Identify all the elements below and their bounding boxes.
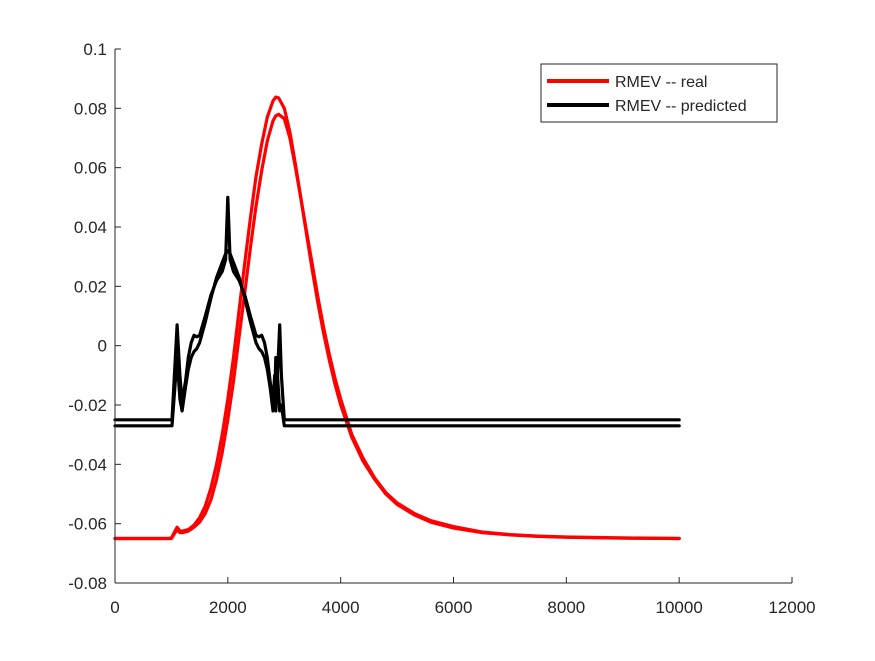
y-tick-label: 0: [98, 337, 107, 356]
y-tick-label: 0.1: [83, 40, 107, 59]
y-tick-label: -0.06: [68, 515, 107, 534]
x-tick-label: 10000: [656, 598, 703, 617]
x-tick-label: 6000: [435, 598, 473, 617]
series-layer: [113, 95, 681, 541]
legend-box: [540, 63, 778, 123]
x-tick-label: 0: [110, 598, 119, 617]
y-tick-label: 0.02: [74, 277, 107, 296]
x-tick-label: 2000: [209, 598, 247, 617]
legend: RMEV -- real RMEV -- predicted: [540, 63, 778, 123]
series-line-2: [113, 112, 681, 541]
y-tick-label: -0.02: [68, 396, 107, 415]
plot-area: [115, 49, 792, 583]
y-tick-label: -0.04: [68, 455, 107, 474]
y-tick-label: -0.08: [68, 574, 107, 593]
x-ticks: 0 2000 4000 6000 8000 10000 12000: [110, 577, 816, 617]
y-tick-label: 0.06: [74, 159, 107, 178]
y-tick-label: 0.08: [74, 99, 107, 118]
series-line-4: [113, 249, 681, 428]
y-tick-label: 0.04: [74, 218, 107, 237]
x-tick-label: 4000: [322, 598, 360, 617]
legend-label-real: RMEV -- real: [615, 74, 707, 91]
x-tick-label: 8000: [547, 598, 585, 617]
legend-label-predicted: RMEV -- predicted: [615, 98, 747, 115]
y-ticks: -0.08 -0.06 -0.04 -0.02 0 0.02 0.04 0.06 0.08 0.1: [68, 40, 121, 593]
x-tick-label: 12000: [768, 598, 815, 617]
